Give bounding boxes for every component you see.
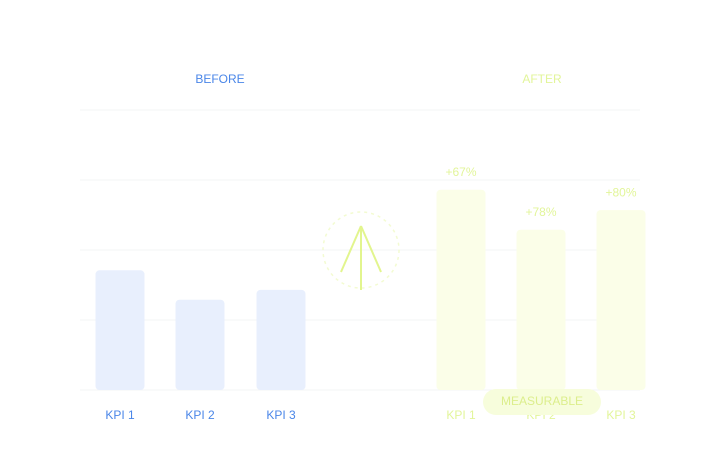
panel: BEFORE KPI 1 KPI 2 KPI 3: [80, 72, 640, 422]
bar: [175, 299, 225, 390]
badge: [483, 389, 601, 415]
bar-annotation: +78%: [525, 205, 556, 219]
badge-label: MEASURABLE: [501, 394, 583, 408]
arrow-icon: [322, 211, 400, 290]
x-tick-label: KPI 2: [185, 408, 215, 422]
bar: [436, 189, 486, 390]
x-tick-label: KPI 3: [266, 408, 296, 422]
bar: [516, 229, 566, 390]
bar-annotation: +80%: [605, 185, 636, 199]
panel-title: BEFORE: [195, 72, 244, 86]
x-tick-label: KPI 1: [105, 408, 135, 422]
x-tick-label: KPI 3: [606, 408, 636, 422]
bar: [256, 289, 306, 390]
panel-title: AFTER: [522, 72, 562, 86]
bar: [596, 210, 646, 390]
bar: [95, 270, 145, 390]
x-tick-label: KPI 1: [446, 408, 476, 422]
bar-annotation: +67%: [445, 165, 476, 179]
